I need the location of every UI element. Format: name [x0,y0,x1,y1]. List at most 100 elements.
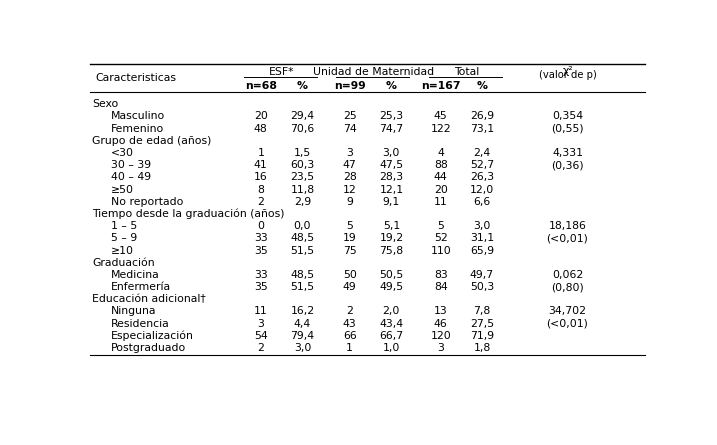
Text: Grupo de edad (años): Grupo de edad (años) [92,136,212,146]
Text: 3: 3 [346,148,353,158]
Text: 20: 20 [254,111,267,121]
Text: (0,55): (0,55) [551,124,584,134]
Text: n=68: n=68 [244,81,277,91]
Text: 11,8: 11,8 [290,185,315,194]
Text: 66,7: 66,7 [379,331,404,341]
Text: 70,6: 70,6 [290,124,315,134]
Text: 44: 44 [434,172,447,182]
Text: 2: 2 [346,307,353,316]
Text: 5: 5 [437,221,445,231]
Text: %: % [297,81,308,91]
Text: 12,0: 12,0 [470,185,494,194]
Text: 74,7: 74,7 [379,124,404,134]
Text: 9: 9 [346,197,353,207]
Text: (<0,01): (<0,01) [546,233,589,243]
Text: 52: 52 [434,233,447,243]
Text: 2,9: 2,9 [294,197,311,207]
Text: 31,1: 31,1 [470,233,494,243]
Text: 47: 47 [343,160,356,170]
Text: 71,9: 71,9 [470,331,494,341]
Text: Unidad de Maternidad: Unidad de Maternidad [313,67,434,77]
Text: 3,0: 3,0 [473,221,490,231]
Text: 1: 1 [346,343,353,353]
Text: 0,0: 0,0 [294,221,311,231]
Text: Medicina: Medicina [110,270,159,280]
Text: 4: 4 [437,148,445,158]
Text: 0,062: 0,062 [552,270,583,280]
Text: ≥50: ≥50 [110,185,134,194]
Text: 3: 3 [257,319,264,329]
Text: 2: 2 [257,343,264,353]
Text: 1,5: 1,5 [294,148,311,158]
Text: 30 – 39: 30 – 39 [110,160,151,170]
Text: 75,8: 75,8 [379,246,404,255]
Text: 11: 11 [254,307,267,316]
Text: Tiempo desde la graduación (años): Tiempo desde la graduación (años) [92,209,285,219]
Text: 83: 83 [434,270,447,280]
Text: 52,7: 52,7 [470,160,494,170]
Text: 9,1: 9,1 [383,197,400,207]
Text: 48: 48 [254,124,267,134]
Text: 48,5: 48,5 [290,233,315,243]
Text: 49,5: 49,5 [379,282,404,292]
Text: 34,702: 34,702 [549,307,587,316]
Text: 88: 88 [434,160,447,170]
Text: 49,7: 49,7 [470,270,494,280]
Text: 2: 2 [257,197,264,207]
Text: Graduación: Graduación [92,258,155,268]
Text: Residencia: Residencia [110,319,169,329]
Text: n=167: n=167 [421,81,460,91]
Text: 1,8: 1,8 [473,343,490,353]
Text: 41: 41 [254,160,267,170]
Text: 12: 12 [343,185,356,194]
Text: 73,1: 73,1 [470,124,494,134]
Text: 51,5: 51,5 [290,246,315,255]
Text: 50: 50 [343,270,356,280]
Text: 110: 110 [430,246,451,255]
Text: 79,4: 79,4 [290,331,315,341]
Text: 33: 33 [254,270,267,280]
Text: Sexo: Sexo [92,99,118,109]
Text: 29,4: 29,4 [290,111,315,121]
Text: %: % [386,81,397,91]
Text: <30: <30 [110,148,134,158]
Text: 3: 3 [437,343,445,353]
Text: 13: 13 [434,307,447,316]
Text: 26,3: 26,3 [470,172,494,182]
Text: 8: 8 [257,185,264,194]
Text: 48,5: 48,5 [290,270,315,280]
Text: 122: 122 [430,124,451,134]
Text: Femenino: Femenino [110,124,164,134]
Text: (<0,01): (<0,01) [546,319,589,329]
Text: 33: 33 [254,233,267,243]
Text: 43,4: 43,4 [379,319,404,329]
Text: ESF*: ESF* [269,67,295,77]
Text: 50,5: 50,5 [379,270,404,280]
Text: %: % [476,81,488,91]
Text: 3,0: 3,0 [294,343,311,353]
Text: Ninguna: Ninguna [110,307,156,316]
Text: 18,186: 18,186 [549,221,587,231]
Text: 7,8: 7,8 [473,307,490,316]
Text: (0,80): (0,80) [551,282,584,292]
Text: 25: 25 [343,111,356,121]
Text: 3,0: 3,0 [383,148,400,158]
Text: 75: 75 [343,246,356,255]
Text: 1 – 5: 1 – 5 [110,221,137,231]
Text: 74: 74 [343,124,356,134]
Text: 0,354: 0,354 [552,111,583,121]
Text: 25,3: 25,3 [379,111,404,121]
Text: Postgraduado: Postgraduado [110,343,186,353]
Text: 43: 43 [343,319,356,329]
Text: 5,1: 5,1 [383,221,400,231]
Text: 45: 45 [434,111,447,121]
Text: 26,9: 26,9 [470,111,494,121]
Text: ≥10: ≥10 [110,246,134,255]
Text: 60,3: 60,3 [290,160,315,170]
Text: 16: 16 [254,172,267,182]
Text: Especialización: Especialización [110,331,194,341]
Text: 51,5: 51,5 [290,282,315,292]
Text: 46: 46 [434,319,447,329]
Text: Total: Total [454,67,479,77]
Text: Masculino: Masculino [110,111,165,121]
